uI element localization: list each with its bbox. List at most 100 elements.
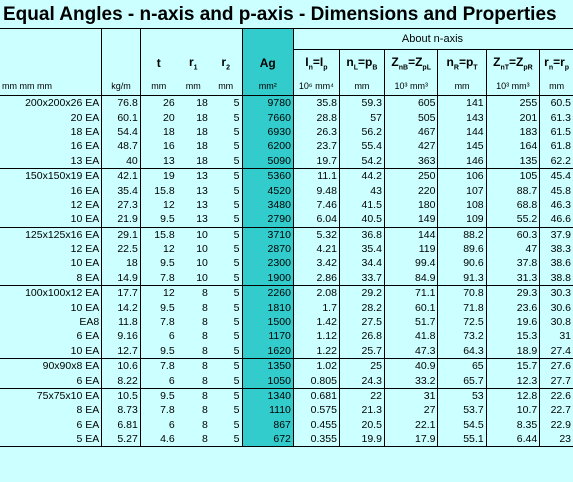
unit-cell: mm bbox=[539, 77, 573, 96]
table-cell: 1350 bbox=[241, 358, 294, 374]
table-cell: 33.2 bbox=[383, 373, 438, 389]
table-cell: 70.8 bbox=[437, 285, 487, 301]
table-cell: 44.2 bbox=[338, 168, 385, 184]
table-cell: 7.8 bbox=[139, 314, 177, 330]
table-cell: 34.4 bbox=[338, 256, 385, 271]
table-cell: 18 bbox=[196, 125, 208, 138]
table-cell: 5 bbox=[233, 257, 240, 270]
table-cell: 12.8 bbox=[485, 388, 540, 404]
section-designation: 18 EA bbox=[70, 125, 100, 138]
section-designation: 16 EA bbox=[70, 140, 100, 153]
table-cell: 57 bbox=[338, 110, 385, 125]
table-cell: 84.9 bbox=[383, 270, 438, 287]
table-row: 20 EA 60.1 20 18 5 7660 28.8 57 505 143 201 61.3 bbox=[0, 110, 573, 125]
table-cell: 18 bbox=[139, 124, 177, 140]
header-in-ip: In=Ip bbox=[292, 49, 340, 77]
table-cell: 14.2 bbox=[101, 300, 141, 315]
table-cell: 12.3 bbox=[485, 373, 540, 389]
table-cell: 18 bbox=[101, 256, 141, 271]
table-cell: 90.6 bbox=[437, 256, 487, 271]
table-cell: 1340 bbox=[241, 388, 294, 404]
table-cell: 145 bbox=[437, 139, 487, 154]
table-cell: 8 bbox=[202, 390, 208, 402]
table-cell: 7.8 bbox=[139, 403, 177, 418]
table-cell: 22.7 bbox=[539, 403, 573, 418]
table-cell: 8 bbox=[202, 316, 208, 329]
table-cell: 1110 bbox=[241, 403, 294, 418]
table-cell: 8 bbox=[176, 431, 210, 448]
section-designation: 5 EA bbox=[0, 431, 102, 448]
table-cell: 0.355 bbox=[292, 431, 340, 448]
section-designation: 6 EA bbox=[0, 373, 102, 389]
unit-cell: mm bbox=[139, 77, 177, 96]
table-cell: 8 bbox=[202, 404, 208, 417]
table-cell: 9.48 bbox=[292, 183, 340, 198]
page-title: Equal Angles - n-axis and p-axis - Dimen… bbox=[0, 0, 573, 29]
unit-cell: mm bbox=[209, 77, 242, 96]
table-cell: 55.2 bbox=[485, 212, 540, 228]
table-cell: 1620 bbox=[241, 343, 294, 360]
table-cell: 17.7 bbox=[101, 285, 141, 301]
table-cell: 9.16 bbox=[101, 329, 141, 344]
table-cell: 40.5 bbox=[338, 212, 385, 228]
table-cell: 2790 bbox=[241, 212, 294, 228]
table-cell: 19 bbox=[139, 168, 177, 184]
table-cell: 5 bbox=[233, 360, 240, 373]
table-cell: 1.42 bbox=[292, 314, 340, 330]
table-cell: 5 bbox=[233, 228, 240, 241]
table-cell: 88.2 bbox=[437, 227, 487, 242]
unit-cell: kg/m bbox=[101, 77, 141, 96]
table-row: 16 EA 48.7 16 18 5 6200 23.7 55.4 427 145 164 61.8 bbox=[0, 139, 573, 154]
table-cell: 10 bbox=[196, 257, 208, 270]
table-cell: 60.3 bbox=[485, 227, 540, 242]
table-cell: 22 bbox=[338, 388, 385, 404]
table-cell: 9.5 bbox=[139, 212, 177, 228]
table-cell: 23.6 bbox=[485, 300, 540, 315]
table-cell: 10 bbox=[196, 228, 208, 241]
table-cell: 5 bbox=[233, 404, 240, 417]
header-r2: r2 bbox=[221, 55, 230, 72]
table-cell: 5 bbox=[233, 243, 240, 256]
table-cell: 144 bbox=[383, 227, 438, 242]
table-cell: 40 bbox=[101, 153, 141, 169]
table-cell: 15.8 bbox=[139, 227, 177, 242]
table-cell: 35.8 bbox=[292, 95, 340, 111]
table-cell: 99.4 bbox=[383, 256, 438, 271]
table-cell: 144 bbox=[437, 124, 487, 140]
table-cell: 21.3 bbox=[338, 403, 385, 418]
table-cell: 29.1 bbox=[101, 227, 141, 242]
section-designation: 150x150x19 EA bbox=[25, 170, 100, 183]
table-cell: 3710 bbox=[241, 227, 294, 242]
table-cell: 19.7 bbox=[292, 153, 340, 169]
table-cell: 867 bbox=[241, 417, 294, 432]
table-cell: 5.27 bbox=[101, 431, 141, 448]
table-cell: 10.7 bbox=[485, 403, 540, 418]
table-row: 10 EA 14.2 9.5 8 5 1810 1.7 28.2 60.1 71.8 23.6 30.… bbox=[0, 300, 573, 315]
table-cell: 46.3 bbox=[539, 197, 573, 213]
table-cell: 16 bbox=[139, 139, 177, 154]
table-row: 8 EA 8.73 7.8 8 5 1110 0.575 21.3 27 53.7 10.7 22.7 bbox=[0, 403, 573, 418]
table-cell: 2260 bbox=[241, 285, 294, 301]
table-cell: 23.7 bbox=[292, 139, 340, 154]
table-cell: 672 bbox=[241, 431, 294, 448]
table-cell: 7.46 bbox=[292, 197, 340, 213]
table-cell: 23 bbox=[539, 431, 573, 448]
table-cell: 25 bbox=[338, 358, 385, 374]
table-cell: 10.6 bbox=[101, 358, 141, 374]
table-cell: 6 bbox=[139, 417, 177, 432]
table-cell: 41.8 bbox=[383, 329, 438, 344]
table-cell: 30.6 bbox=[539, 300, 573, 315]
unit-cell: mm² bbox=[241, 77, 294, 96]
table-cell: 28.2 bbox=[338, 300, 385, 315]
table-cell: 2300 bbox=[241, 256, 294, 271]
table-cell: 54.2 bbox=[338, 153, 385, 169]
table-cell: 13 bbox=[139, 153, 177, 169]
table-cell: 9.5 bbox=[139, 300, 177, 315]
unit-cell: 10⁶ mm⁴ bbox=[292, 77, 340, 96]
table-row: 12 EA 22.5 12 10 5 2870 4.21 35.4 119 89.6 47 38.3 bbox=[0, 241, 573, 257]
table-cell: 105 bbox=[485, 168, 540, 184]
table-cell: 8 bbox=[202, 418, 208, 431]
table-cell: 12 bbox=[139, 285, 177, 301]
table-cell: 6.81 bbox=[101, 417, 141, 432]
section-designation: 8 EA bbox=[0, 270, 102, 287]
